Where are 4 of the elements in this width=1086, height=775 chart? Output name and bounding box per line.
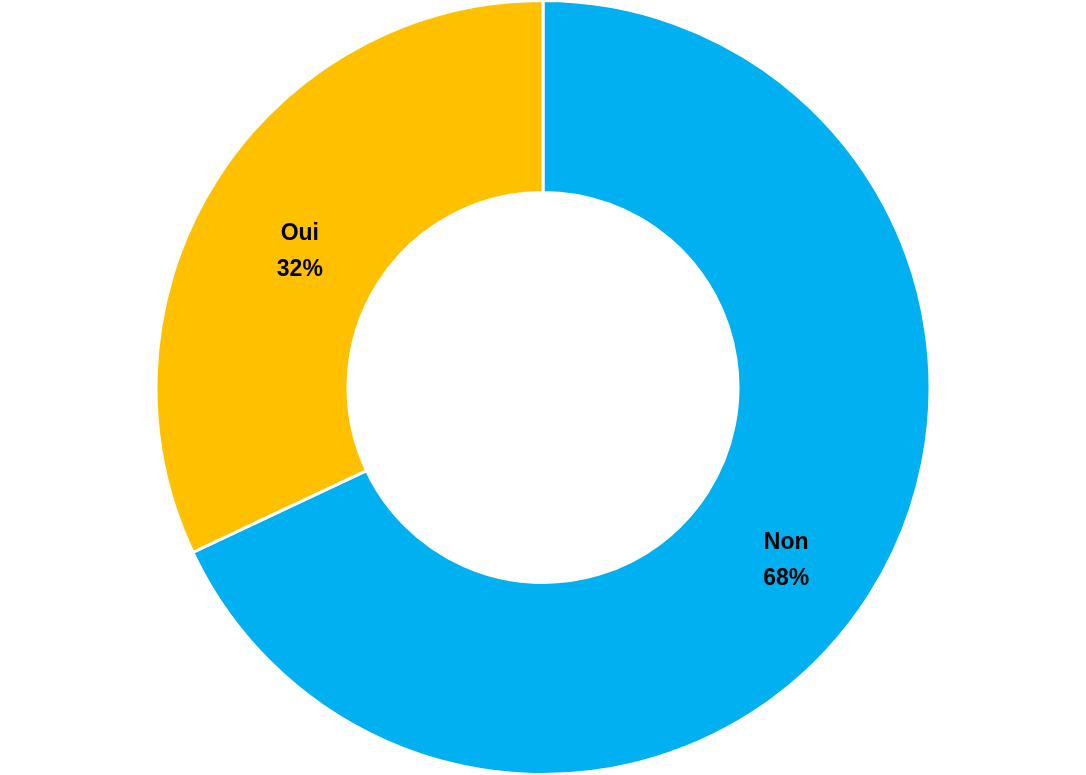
- slice-label: Non: [763, 527, 809, 554]
- slice-label: Oui: [280, 219, 320, 246]
- data-label: 68%: [763, 563, 810, 590]
- data-label: 32%: [276, 255, 323, 282]
